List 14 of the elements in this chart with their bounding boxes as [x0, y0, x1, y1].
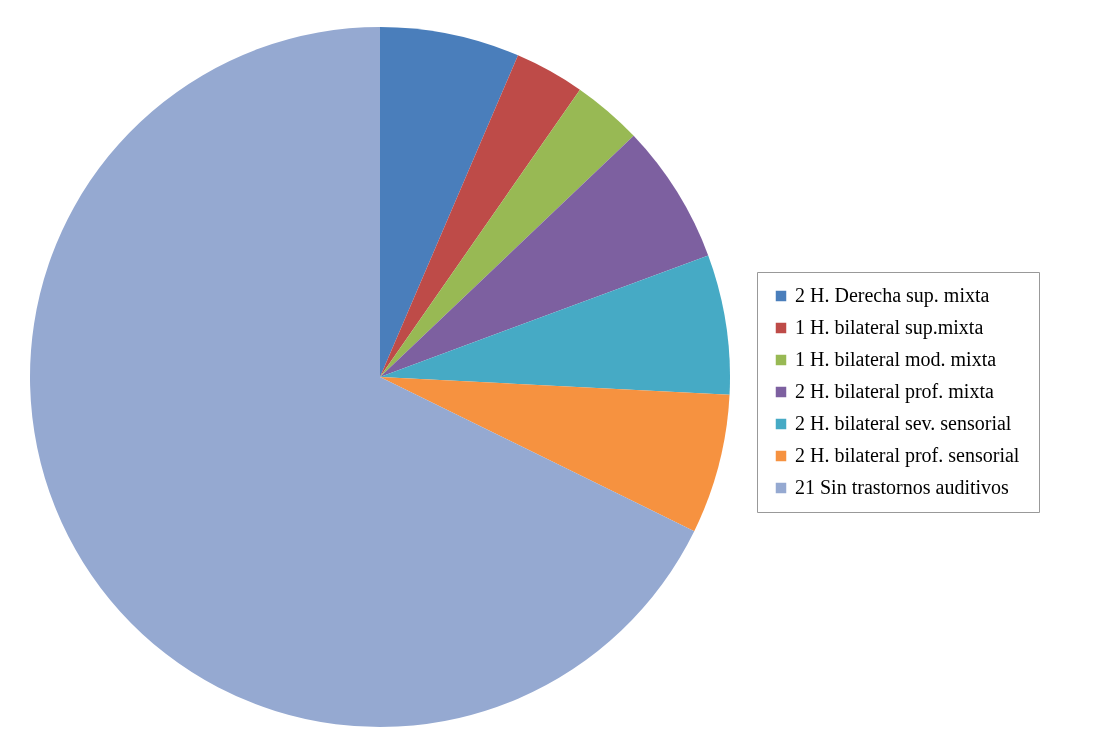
- legend-label: 1 H. bilateral sup.mixta: [795, 316, 984, 339]
- pie-slice: [380, 255, 730, 395]
- pie-slice: [380, 27, 519, 377]
- legend-label: 1 H. bilateral mod. mixta: [795, 348, 997, 370]
- legend-label: 21 Sin trastornos auditivos: [795, 476, 1010, 498]
- pie-slice: [30, 27, 695, 727]
- pie-slice: [380, 55, 580, 377]
- pie-slice: [380, 89, 634, 377]
- pie-slice: [380, 135, 709, 377]
- legend-label: 2 H. bilateral prof. sensorial: [795, 444, 1020, 467]
- legend-label: 2 H. bilateral prof. mixta: [795, 380, 994, 403]
- pie-slice: [380, 377, 730, 532]
- legend-label: 2 H. bilateral sev. sensorial: [795, 412, 1012, 434]
- legend-label: 2 H. Derecha sup. mixta: [795, 284, 990, 307]
